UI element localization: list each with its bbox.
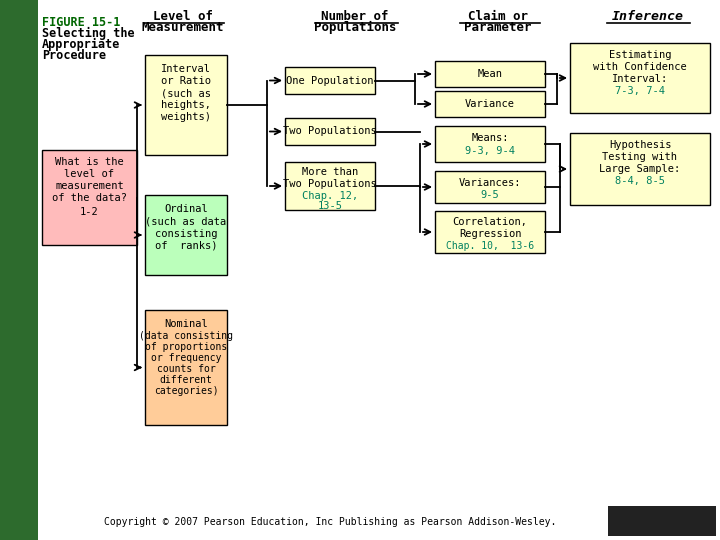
Text: or Ratio: or Ratio — [161, 76, 211, 86]
Text: of proportions: of proportions — [145, 342, 227, 352]
Text: of  ranks): of ranks) — [155, 241, 217, 251]
Text: Estimating: Estimating — [608, 50, 671, 60]
Bar — [608, 506, 716, 536]
Bar — [570, 43, 710, 113]
Text: 7-3, 7-4: 7-3, 7-4 — [615, 86, 665, 96]
Text: heights,: heights, — [161, 100, 211, 110]
Text: consisting: consisting — [155, 229, 217, 239]
Text: with Confidence: with Confidence — [593, 62, 687, 72]
Text: More than: More than — [302, 167, 358, 177]
Text: Interval:: Interval: — [612, 74, 668, 84]
Text: Interval: Interval — [161, 64, 211, 74]
Text: 9-5: 9-5 — [481, 190, 500, 200]
Text: Large Sample:: Large Sample: — [599, 164, 680, 174]
Text: Regression: Regression — [459, 229, 521, 239]
Text: Selecting the: Selecting the — [42, 27, 135, 40]
Text: Inference: Inference — [612, 10, 684, 23]
Text: Chap. 12,: Chap. 12, — [302, 191, 358, 201]
Text: Ordinal: Ordinal — [164, 204, 208, 214]
Text: Claim or: Claim or — [468, 10, 528, 23]
Text: categories): categories) — [153, 386, 218, 396]
Text: Number of: Number of — [321, 10, 389, 23]
Text: One Population: One Population — [287, 76, 374, 85]
Text: 8-4, 8-5: 8-4, 8-5 — [615, 176, 665, 186]
Text: Procedure: Procedure — [42, 49, 106, 62]
Bar — [285, 118, 375, 145]
Text: Variances:: Variances: — [459, 178, 521, 188]
Bar — [435, 171, 545, 203]
Text: 16: 16 — [665, 511, 688, 530]
Text: weights): weights) — [161, 112, 211, 122]
Bar — [42, 150, 137, 245]
Text: Chap. 10,  13-6: Chap. 10, 13-6 — [446, 241, 534, 251]
Text: measurement: measurement — [55, 181, 124, 191]
Bar — [145, 55, 227, 155]
Text: 9-3, 9-4: 9-3, 9-4 — [465, 146, 515, 156]
Text: Two Populations: Two Populations — [283, 126, 377, 137]
Text: FIGURE 15-1: FIGURE 15-1 — [42, 16, 120, 29]
Text: different: different — [160, 375, 212, 385]
Text: Parameter: Parameter — [464, 21, 532, 34]
Text: Populations: Populations — [314, 21, 396, 34]
Bar — [435, 91, 545, 117]
Text: (such as data: (such as data — [145, 217, 227, 227]
Text: of the data?: of the data? — [52, 193, 127, 203]
Text: or frequency: or frequency — [150, 353, 221, 363]
Text: Variance: Variance — [465, 99, 515, 109]
Text: Means:: Means: — [472, 133, 509, 143]
Bar — [435, 61, 545, 87]
Text: counts for: counts for — [157, 364, 215, 374]
Text: Nominal: Nominal — [164, 319, 208, 329]
Text: Slide: Slide — [628, 515, 665, 528]
Text: Appropriate: Appropriate — [42, 38, 120, 51]
Text: What is the: What is the — [55, 157, 124, 167]
Bar — [435, 126, 545, 162]
Text: 1-2: 1-2 — [80, 207, 99, 217]
Text: Level of: Level of — [153, 10, 213, 23]
Text: Copyright © 2007 Pearson Education, Inc Publishing as Pearson Addison-Wesley.: Copyright © 2007 Pearson Education, Inc … — [104, 517, 556, 527]
Bar — [145, 195, 227, 275]
Text: level of: level of — [65, 169, 114, 179]
Bar — [285, 67, 375, 94]
Text: 13-5: 13-5 — [318, 201, 343, 211]
Bar — [0, 0, 38, 540]
Bar — [145, 310, 227, 425]
Text: Testing with: Testing with — [603, 152, 678, 162]
Text: Correlation,: Correlation, — [452, 217, 528, 227]
Bar — [285, 162, 375, 210]
Text: Measurement: Measurement — [142, 21, 224, 34]
Bar — [570, 133, 710, 205]
Text: (such as: (such as — [161, 88, 211, 98]
Bar — [435, 211, 545, 253]
Text: Hypothesis: Hypothesis — [608, 140, 671, 150]
Text: Two Populations: Two Populations — [283, 179, 377, 189]
Text: (data consisting: (data consisting — [139, 331, 233, 341]
Text: Mean: Mean — [477, 69, 503, 79]
